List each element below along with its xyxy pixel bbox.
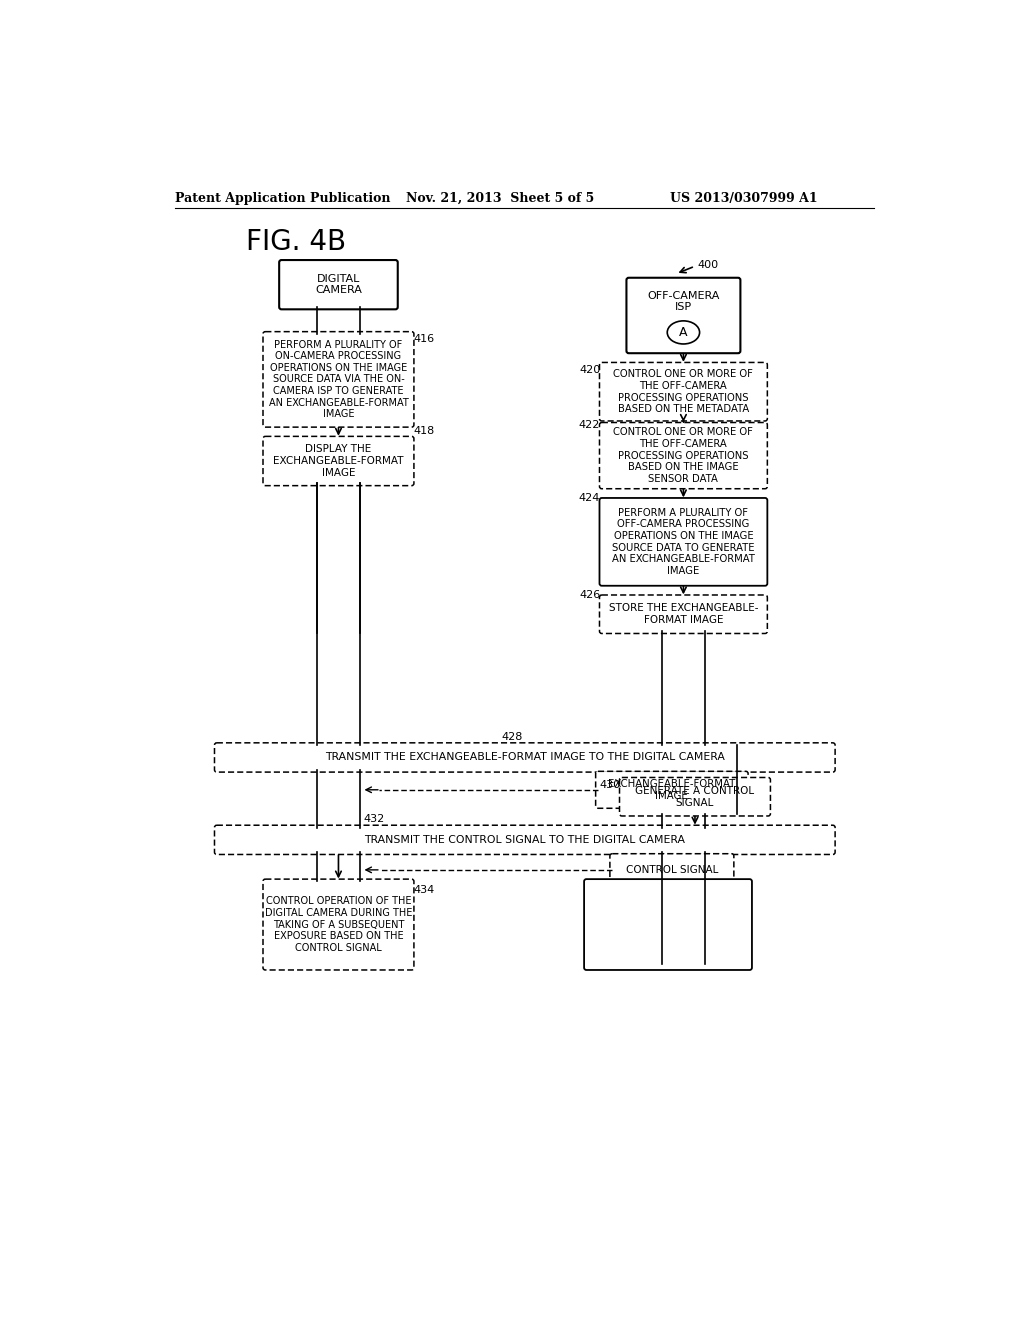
- Text: 430: 430: [599, 780, 621, 789]
- Text: GENERATE A CONTROL
SIGNAL: GENERATE A CONTROL SIGNAL: [636, 785, 755, 808]
- FancyBboxPatch shape: [263, 437, 414, 486]
- FancyBboxPatch shape: [214, 743, 836, 772]
- FancyBboxPatch shape: [596, 771, 749, 808]
- FancyBboxPatch shape: [599, 595, 767, 634]
- Text: Nov. 21, 2013  Sheet 5 of 5: Nov. 21, 2013 Sheet 5 of 5: [407, 191, 595, 205]
- FancyBboxPatch shape: [214, 825, 836, 854]
- Text: 422: 422: [579, 420, 600, 430]
- Text: DIGITAL
CAMERA: DIGITAL CAMERA: [315, 273, 361, 296]
- Text: 420: 420: [579, 364, 600, 375]
- Text: US 2013/0307999 A1: US 2013/0307999 A1: [670, 191, 817, 205]
- Text: CONTROL OPERATION OF THE
DIGITAL CAMERA DURING THE
TAKING OF A SUBSEQUENT
EXPOSU: CONTROL OPERATION OF THE DIGITAL CAMERA …: [265, 896, 412, 953]
- Text: CONTROL SIGNAL: CONTROL SIGNAL: [626, 865, 718, 875]
- Text: 434: 434: [413, 886, 434, 895]
- FancyBboxPatch shape: [263, 879, 414, 970]
- Text: TRANSMIT THE EXCHANGEABLE-FORMAT IMAGE TO THE DIGITAL CAMERA: TRANSMIT THE EXCHANGEABLE-FORMAT IMAGE T…: [325, 752, 725, 763]
- FancyBboxPatch shape: [599, 422, 767, 488]
- Text: OFF-CAMERA
ISP: OFF-CAMERA ISP: [647, 290, 720, 313]
- Text: PERFORM A PLURALITY OF
OFF-CAMERA PROCESSING
OPERATIONS ON THE IMAGE
SOURCE DATA: PERFORM A PLURALITY OF OFF-CAMERA PROCES…: [612, 508, 755, 576]
- FancyBboxPatch shape: [280, 260, 397, 309]
- Text: 418: 418: [413, 426, 434, 437]
- Ellipse shape: [668, 321, 699, 345]
- Text: TRANSMIT THE CONTROL SIGNAL TO THE DIGITAL CAMERA: TRANSMIT THE CONTROL SIGNAL TO THE DIGIT…: [365, 834, 685, 845]
- Text: CONTROL ONE OR MORE OF
THE OFF-CAMERA
PROCESSING OPERATIONS
BASED ON THE IMAGE
S: CONTROL ONE OR MORE OF THE OFF-CAMERA PR…: [613, 428, 754, 484]
- Text: Patent Application Publication: Patent Application Publication: [175, 191, 391, 205]
- Text: 428: 428: [502, 733, 523, 742]
- Text: DISPLAY THE
EXCHANGEABLE-FORMAT
IMAGE: DISPLAY THE EXCHANGEABLE-FORMAT IMAGE: [273, 445, 403, 478]
- Text: A: A: [679, 326, 688, 339]
- FancyBboxPatch shape: [620, 777, 770, 816]
- FancyBboxPatch shape: [610, 854, 734, 886]
- Text: CONTROL ONE OR MORE OF
THE OFF-CAMERA
PROCESSING OPERATIONS
BASED ON THE METADAT: CONTROL ONE OR MORE OF THE OFF-CAMERA PR…: [613, 370, 754, 414]
- Text: 424: 424: [579, 492, 600, 503]
- Text: 426: 426: [579, 590, 600, 599]
- FancyBboxPatch shape: [263, 331, 414, 428]
- Text: FIG. 4B: FIG. 4B: [246, 227, 346, 256]
- Text: 416: 416: [413, 334, 434, 345]
- FancyBboxPatch shape: [599, 363, 767, 421]
- Text: STORE THE EXCHANGEABLE-
FORMAT IMAGE: STORE THE EXCHANGEABLE- FORMAT IMAGE: [608, 603, 758, 626]
- FancyBboxPatch shape: [584, 879, 752, 970]
- Text: 432: 432: [364, 814, 384, 825]
- Text: 400: 400: [697, 260, 719, 269]
- Text: EXCHANGEABLE-FORMAT
IMAGE: EXCHANGEABLE-FORMAT IMAGE: [608, 779, 735, 801]
- FancyBboxPatch shape: [627, 277, 740, 354]
- Text: PERFORM A PLURALITY OF
ON-CAMERA PROCESSING
OPERATIONS ON THE IMAGE
SOURCE DATA : PERFORM A PLURALITY OF ON-CAMERA PROCESS…: [268, 339, 409, 420]
- FancyBboxPatch shape: [599, 498, 767, 586]
